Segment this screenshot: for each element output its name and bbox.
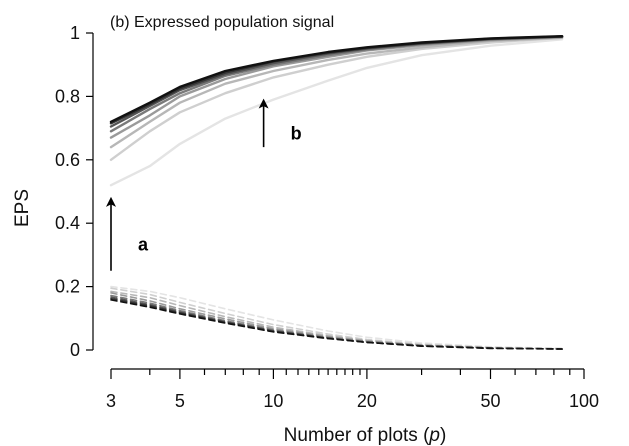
axes-layer: 0 0.2 0.4 0.6 0.8 1 3 5 10 20 50 100	[55, 23, 599, 411]
eps-solid-line-6	[109, 35, 564, 125]
x-axis-title-suffix: )	[440, 425, 446, 446]
y-tick-label: 0	[70, 340, 80, 360]
annotation-label-a: a	[138, 234, 149, 254]
y-tick-label: 0.4	[55, 213, 80, 233]
y-tick-label: 1	[70, 23, 80, 43]
eps-solid-line-7	[109, 35, 564, 124]
eps-dashed-line-12	[110, 294, 563, 350]
annotation-label-b: b	[291, 123, 302, 143]
x-axis-title-variable: p	[428, 425, 440, 446]
eps-solid-line-0	[109, 38, 564, 187]
eps-dashed-line-13	[110, 296, 563, 350]
x-tick-label: 3	[106, 391, 116, 411]
chart-title: (b) Expressed population signal	[110, 14, 334, 31]
x-tick-label: 50	[480, 391, 500, 411]
x-axis-title-prefix: Number of plots (	[284, 425, 430, 446]
x-axis-title: Number of plots (p)	[284, 425, 447, 446]
eps-dashed-line-8	[110, 285, 563, 350]
y-tick-label: 0.6	[55, 150, 80, 170]
eps-dashed-line-11	[110, 292, 563, 350]
eps-solid-line-1	[109, 36, 564, 162]
y-axis-title: EPS	[12, 189, 33, 227]
eps-dashed-line-14	[110, 297, 563, 350]
x-tick-label: 100	[569, 391, 599, 411]
annotations-layer: ab	[106, 98, 302, 271]
x-tick-label: 5	[175, 391, 185, 411]
y-tick-label: 0.8	[55, 86, 80, 106]
eps-dashed-line-10	[110, 290, 563, 350]
x-tick-label: 10	[263, 391, 283, 411]
eps-dashed-line-15	[110, 299, 563, 350]
y-tick-label: 0.2	[55, 277, 80, 297]
series-layer	[109, 35, 564, 350]
eps-solid-line-2	[109, 36, 564, 149]
x-tick-label: 20	[357, 391, 377, 411]
